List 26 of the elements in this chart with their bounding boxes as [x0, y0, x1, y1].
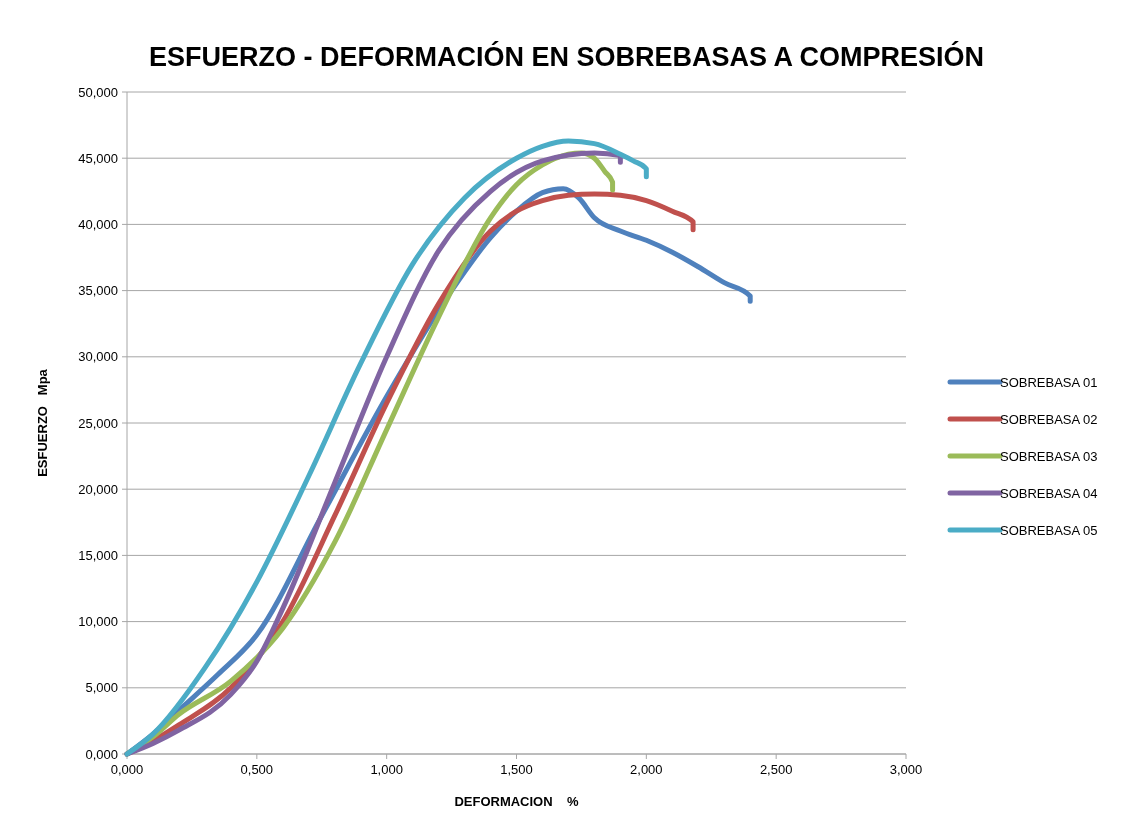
legend-label: SOBREBASA 01: [1000, 374, 1098, 390]
legend-label: SOBREBASA 04: [1000, 485, 1098, 501]
legend-label: SOBREBASA 05: [1000, 522, 1098, 538]
x-tick-label: 0,000: [110, 762, 144, 777]
y-tick-label: 50,000: [78, 84, 118, 100]
x-tick-label: 0,500: [240, 762, 274, 777]
y-tick-label: 25,000: [78, 415, 118, 431]
y-tick-label: 40,000: [78, 216, 118, 232]
y-axis-title: ESFUERZO Mpa: [35, 368, 50, 477]
legend-label: SOBREBASA 03: [1000, 448, 1098, 464]
x-tick-label: 1,500: [500, 762, 533, 777]
x-tick-label: 3,000: [889, 762, 923, 777]
y-tick-label: 45,000: [78, 150, 118, 166]
chart-title: ESFUERZO - DEFORMACIÓN EN SOBREBASAS A COMPRESIÓN: [148, 41, 985, 72]
y-tick-label: 35,000: [78, 283, 118, 299]
legend-label: SOBREBASA 02: [1000, 411, 1098, 427]
y-tick-label: 30,000: [78, 349, 118, 365]
y-tick-label: 5,000: [85, 680, 118, 696]
y-tick-label: 10,000: [78, 614, 118, 630]
x-tick-label: 2,000: [630, 762, 663, 777]
y-tick-label: 20,000: [78, 481, 118, 497]
y-tick-label: 15,000: [78, 547, 118, 563]
x-tick-label: 2,500: [759, 762, 793, 777]
y-tick-label: 0,000: [85, 746, 118, 762]
x-axis-title: DEFORMACION %: [454, 794, 580, 809]
x-tick-label: 1,000: [370, 762, 403, 777]
